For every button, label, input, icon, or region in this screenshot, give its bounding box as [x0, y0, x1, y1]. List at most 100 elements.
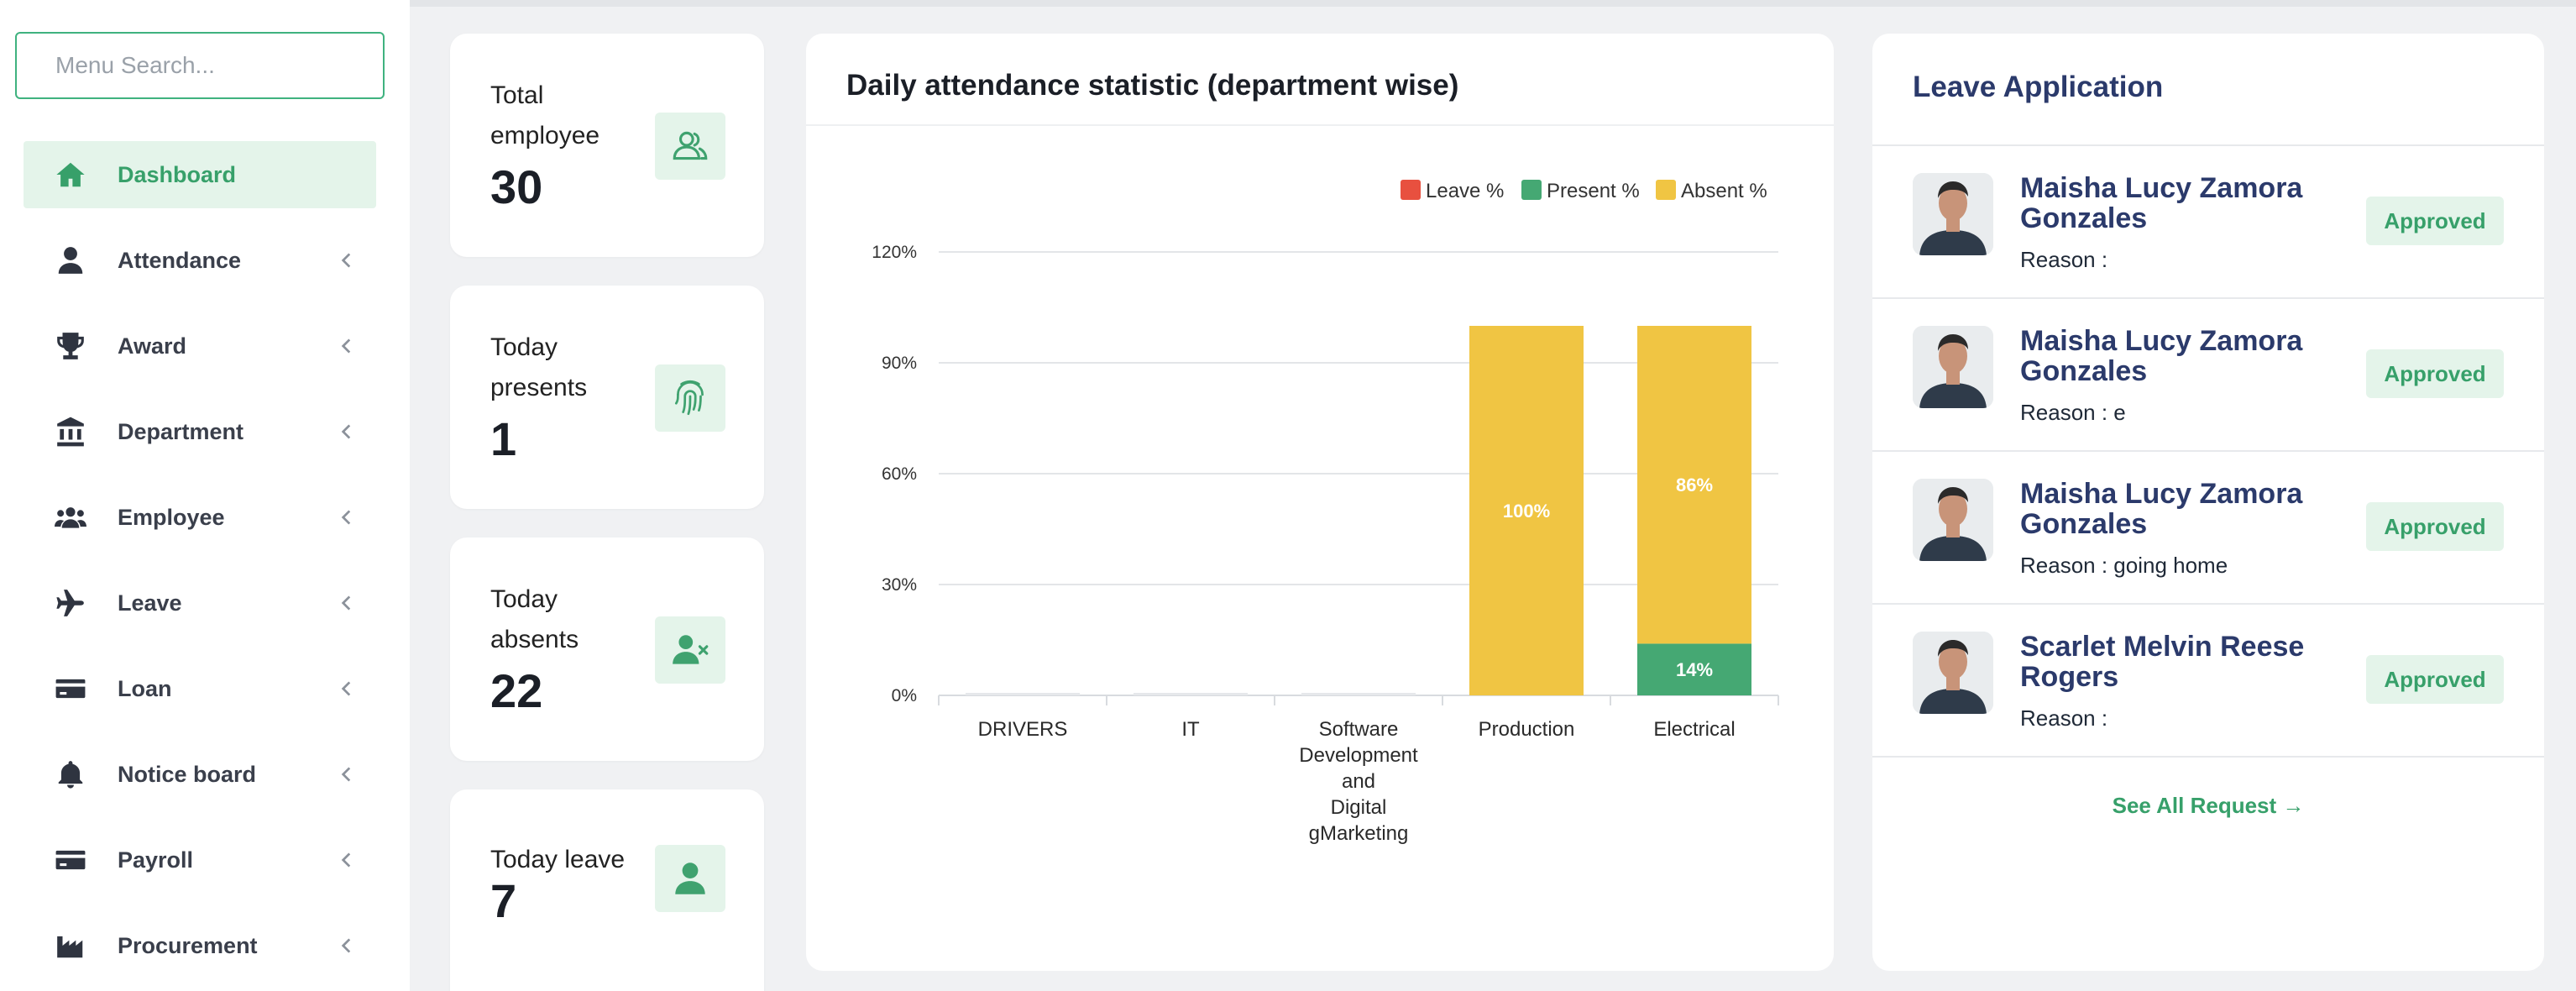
y-tick-label: 120%: [872, 243, 917, 262]
sidebar-item-award[interactable]: Award: [24, 312, 376, 380]
bar: [1134, 693, 1248, 695]
sidebar-menu: Dashboard Attendance Award Department Em…: [24, 141, 376, 991]
stat-value: 7: [490, 874, 517, 927]
sidebar-item-notice-board[interactable]: Notice board: [24, 741, 376, 808]
stat-value: 1: [490, 412, 517, 465]
sidebar-item-label: Department: [118, 418, 244, 444]
bar: [1469, 326, 1584, 695]
chevron-left-icon: [336, 935, 358, 957]
sidebar-item-label: Award: [118, 333, 187, 359]
sidebar-item-label: Procurement: [118, 932, 258, 958]
stat-card-total-employee: Total employee 30: [450, 34, 764, 257]
chevron-left-icon: [336, 421, 358, 443]
data-label: 86%: [1676, 475, 1713, 496]
sidebar-item-label: Payroll: [118, 847, 194, 873]
divider: [1872, 144, 2544, 146]
y-tick-label: 0%: [892, 686, 917, 705]
user-icon: [52, 244, 89, 277]
bar: [1637, 326, 1751, 644]
avatar: [1913, 479, 1993, 561]
sidebar-item-attendance[interactable]: Attendance: [24, 227, 376, 294]
employee-name[interactable]: Maisha Lucy Zamora Gonzales: [2020, 478, 2303, 540]
menu-search-input[interactable]: [15, 32, 385, 99]
legend-swatch: [1401, 180, 1421, 200]
chart-title: Daily attendance statistic (department w…: [846, 69, 1459, 102]
stat-label: Total employee: [490, 81, 600, 149]
x-tick-label: Electrical: [1653, 718, 1735, 741]
sidebar-item-payroll[interactable]: Payroll: [24, 826, 376, 894]
trophy-icon: [52, 329, 89, 363]
legend-swatch: [1656, 180, 1676, 200]
bank-icon: [52, 415, 89, 448]
employee-name[interactable]: Scarlet Melvin Reese Rogers: [2020, 631, 2305, 693]
x-tick-label: Development: [1299, 744, 1418, 767]
leave-list-item[interactable]: Maisha Lucy Zamora Gonzales Reason : e A…: [1872, 299, 2544, 452]
divider: [1872, 756, 2544, 758]
employee-name[interactable]: Maisha Lucy Zamora Gonzales: [2020, 172, 2303, 234]
users-outline-icon: [655, 113, 725, 180]
bar: [1637, 643, 1751, 695]
sidebar-item-label: Dashboard: [118, 161, 237, 187]
users-icon: [52, 501, 89, 534]
factory-icon: [52, 929, 89, 962]
top-strip: [410, 0, 2576, 7]
see-all-requests-link[interactable]: See All Request →: [2112, 793, 2305, 818]
leave-list-item[interactable]: Maisha Lucy Zamora Gonzales Reason : goi…: [1872, 452, 2544, 605]
chevron-left-icon: [336, 335, 358, 357]
leave-reason: Reason : going home: [2020, 553, 2228, 578]
sidebar-item-leave[interactable]: Leave: [24, 569, 376, 637]
plane-icon: [52, 586, 89, 620]
bell-icon: [52, 758, 89, 791]
sidebar-item-dashboard[interactable]: Dashboard: [24, 141, 376, 208]
sidebar-item-label: Attendance: [118, 247, 242, 273]
y-tick-label: 30%: [882, 575, 917, 595]
leave-reason: Reason :: [2020, 705, 2108, 731]
divider: [1872, 450, 2544, 452]
status-badge: Approved: [2366, 197, 2504, 245]
chevron-left-icon: [336, 506, 358, 528]
sidebar-item-procurement[interactable]: Procurement: [24, 912, 376, 979]
leave-list-item[interactable]: Scarlet Melvin Reese Rogers Reason : App…: [1872, 605, 2544, 758]
attendance-chart: 0% 30% 60% 90% 120% DRIVERS IT Software Developm…: [872, 180, 1779, 845]
leave-list-item[interactable]: Maisha Lucy Zamora Gonzales Reason : App…: [1872, 146, 2544, 299]
chevron-left-icon: [336, 592, 358, 614]
sidebar-item-department[interactable]: Department: [24, 398, 376, 465]
fingerprint-icon: [655, 364, 725, 432]
legend-label: Absent %: [1681, 180, 1767, 202]
stat-label: Today leave: [490, 846, 626, 873]
home-icon: [52, 158, 89, 191]
sidebar: Dashboard Attendance Award Department Em…: [0, 0, 410, 991]
x-tick-label: IT: [1181, 718, 1200, 741]
divider: [1872, 297, 2544, 299]
chevron-left-icon: [336, 678, 358, 700]
stat-label: Today presents: [490, 333, 588, 401]
avatar: [1913, 173, 1993, 255]
x-tick-label: gMarketing: [1309, 822, 1409, 845]
stat-card-today-leave: Today leave 7: [450, 789, 764, 991]
legend-label: Leave %: [1426, 180, 1504, 202]
data-label: 100%: [1503, 501, 1550, 522]
avatar: [1913, 632, 1993, 714]
leave-application-card: Leave Application Maisha Lucy Zamora Gon…: [1872, 34, 2544, 971]
stat-label: Today absents: [490, 585, 579, 653]
x-tick-label: and: [1342, 770, 1375, 793]
bar: [966, 693, 1080, 695]
credit-card-icon: [52, 843, 89, 877]
divider: [1872, 603, 2544, 605]
stat-value: 22: [490, 664, 543, 717]
user-remove-icon: [655, 616, 725, 684]
stat-card-today-presents: Today presents 1: [450, 286, 764, 509]
chevron-left-icon: [336, 763, 358, 785]
stat-card-today-absents: Today absents 22: [450, 537, 764, 761]
avatar: [1913, 326, 1993, 408]
employee-name[interactable]: Maisha Lucy Zamora Gonzales: [2020, 325, 2303, 387]
user-icon: [655, 845, 725, 912]
sidebar-item-loan[interactable]: Loan: [24, 655, 376, 722]
status-badge: Approved: [2366, 349, 2504, 398]
sidebar-item-label: Employee: [118, 504, 225, 530]
sidebar-item-label: Loan: [118, 675, 172, 701]
x-tick-label: Production: [1479, 718, 1575, 741]
x-tick-label: Digital: [1331, 796, 1387, 819]
sidebar-item-employee[interactable]: Employee: [24, 484, 376, 551]
status-badge: Approved: [2366, 655, 2504, 704]
